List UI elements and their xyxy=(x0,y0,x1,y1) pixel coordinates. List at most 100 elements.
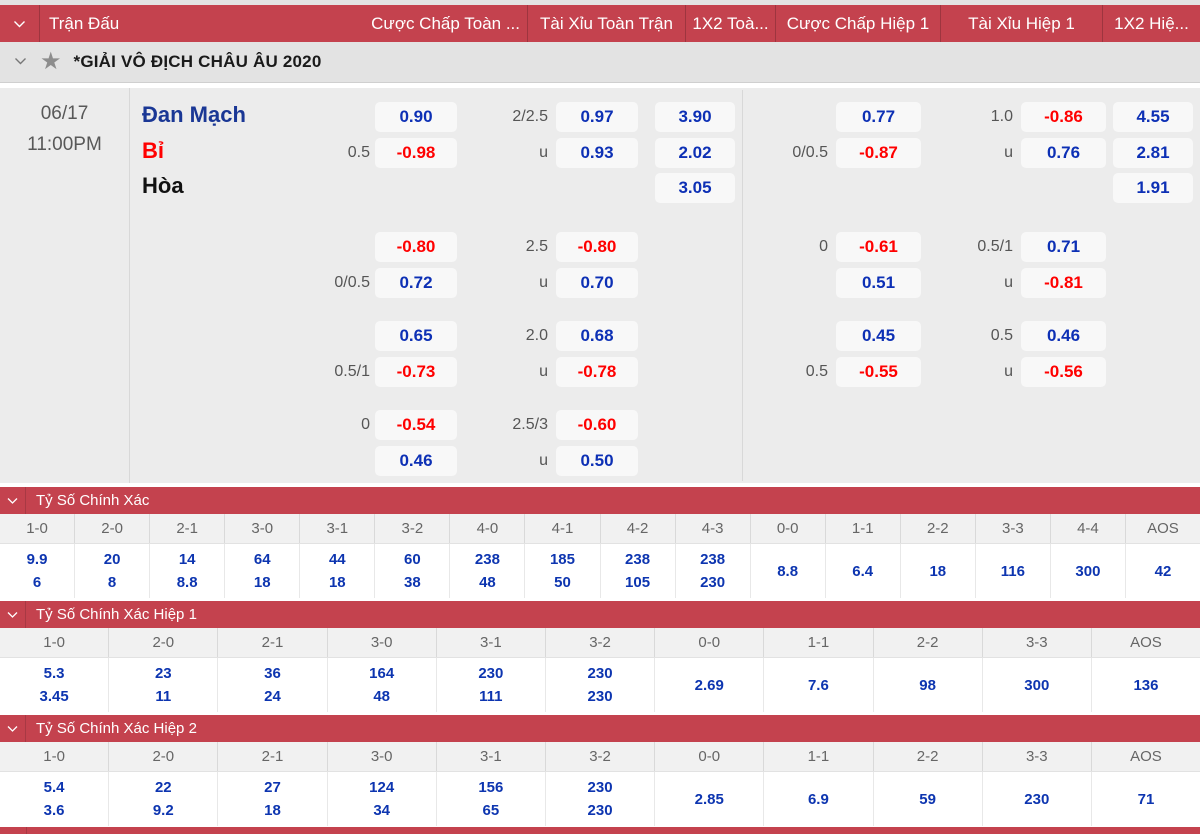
score-odds-cell[interactable]: 124 34 xyxy=(328,772,437,826)
score-odds-cell[interactable]: 14 8.8 xyxy=(150,544,226,598)
score-odds-cell[interactable]: 238 230 xyxy=(676,544,751,598)
score-odds-cell[interactable]: 64 18 xyxy=(225,544,301,598)
h1_ou-handicap-label: 0.5/1 xyxy=(977,238,1013,255)
h1_ou-odds-value[interactable]: 0.46 xyxy=(1021,321,1106,351)
ft_1x2-odds-value[interactable]: 3.90 xyxy=(655,102,735,132)
ft_hdp-odds-value[interactable]: -0.80 xyxy=(375,232,457,262)
score-odds-cell[interactable]: 238 105 xyxy=(601,544,676,598)
ft_1x2-odds-value[interactable]: 3.05 xyxy=(655,173,735,203)
score-odds-value: 6 xyxy=(32,574,42,592)
score-odds-cell[interactable]: 5.4 3.6 xyxy=(0,772,110,826)
score-odds-cell[interactable]: 230 111 xyxy=(437,658,546,712)
ft_ou-odds-value[interactable]: 0.68 xyxy=(556,321,638,351)
score-odds-cell[interactable]: 23 11 xyxy=(109,658,219,712)
h1_hdp-odds-value[interactable]: 0.77 xyxy=(836,102,921,132)
score-odds-cell[interactable]: 6.4 xyxy=(826,544,901,598)
ft_hdp-odds-value[interactable]: -0.73 xyxy=(375,357,457,387)
score-odds-cell[interactable]: 164 48 xyxy=(328,658,437,712)
score-odds-cell[interactable]: 36 24 xyxy=(218,658,328,712)
score-odds-cell[interactable]: 8.8 xyxy=(751,544,826,598)
score-odds-cell[interactable]: 27 18 xyxy=(218,772,328,826)
h1_hdp-odds-value[interactable]: 0.51 xyxy=(836,268,921,298)
score-odds-cell[interactable]: 136 xyxy=(1092,658,1200,712)
h1_1x2-odds-value[interactable]: 4.55 xyxy=(1113,102,1193,132)
ft_hdp-odds-value[interactable]: 0.46 xyxy=(375,446,457,476)
score-odds-cell[interactable]: 230 230 xyxy=(546,772,656,826)
h1_ou-odds-value[interactable]: 0.76 xyxy=(1021,138,1106,168)
h1_hdp-odds-value[interactable]: -0.55 xyxy=(836,357,921,387)
score-odds-value: 2.69 xyxy=(694,676,724,694)
score-odds-cell[interactable]: 230 230 xyxy=(546,658,656,712)
score-odds-cell[interactable]: 300 xyxy=(1051,544,1126,598)
ft_ou-odds-value[interactable]: 0.50 xyxy=(556,446,638,476)
h1_ou-odds-value[interactable]: 0.71 xyxy=(1021,232,1106,262)
score-odds-value: 64 xyxy=(253,550,271,568)
section-collapse-chevron[interactable] xyxy=(0,601,26,628)
score-odds-cell[interactable]: 6.9 xyxy=(764,772,874,826)
score-odds-cell[interactable]: 9.9 6 xyxy=(0,544,76,598)
ft_ou-odds-value[interactable]: 0.70 xyxy=(556,268,638,298)
score-odds-value: 185 xyxy=(549,550,575,568)
score-odds-value: 42 xyxy=(1154,562,1172,580)
h1_hdp-odds-value[interactable]: -0.61 xyxy=(836,232,921,262)
ft_hdp-odds-value[interactable]: -0.54 xyxy=(375,410,457,440)
ft_ou-odds-value[interactable]: -0.78 xyxy=(556,357,638,387)
h1_ou-odds-value[interactable]: -0.56 xyxy=(1021,357,1106,387)
ft_hdp-odds-value[interactable]: 0.65 xyxy=(375,321,457,351)
ft_hdp-odds-value[interactable]: -0.98 xyxy=(375,138,457,168)
league-row: ★ *GIẢI VÔ ĐỊCH CHÂU ÂU 2020 xyxy=(0,42,1200,83)
score-odds-cell[interactable]: 42 xyxy=(1126,544,1200,598)
score-odds-value: 18 xyxy=(328,574,346,592)
score-odds-cell[interactable]: 18 xyxy=(901,544,976,598)
score-odds-value: 8 xyxy=(107,574,117,592)
section-header: Tỷ Số Chính Xác xyxy=(0,487,1200,514)
score-odds-cell[interactable]: 156 65 xyxy=(437,772,546,826)
score-odds-cell[interactable]: 300 xyxy=(983,658,1092,712)
score-odds-cell[interactable]: 71 xyxy=(1092,772,1200,826)
section-collapse-chevron[interactable] xyxy=(0,715,26,742)
h1_hdp-odds-value[interactable]: -0.87 xyxy=(836,138,921,168)
ft_ou-odds-value[interactable]: -0.60 xyxy=(556,410,638,440)
ft_ou-odds-value[interactable]: 0.97 xyxy=(556,102,638,132)
score-odds-cell[interactable]: 116 xyxy=(976,544,1051,598)
section-collapse-chevron[interactable] xyxy=(0,487,26,514)
score-odds-cell[interactable]: 7.6 xyxy=(764,658,874,712)
section-title: Tỷ Số Chính Xác Hiệp 1 xyxy=(36,606,197,623)
ft_hdp-odds-value[interactable]: 0.72 xyxy=(375,268,457,298)
ft_ou-odds-value[interactable]: -0.80 xyxy=(556,232,638,262)
h1_1x2-odds-value[interactable]: 2.81 xyxy=(1113,138,1193,168)
ft_hdp-odds-value[interactable]: 0.90 xyxy=(375,102,457,132)
score-column-label: 2-2 xyxy=(874,742,983,771)
score-odds-cell[interactable]: 2.85 xyxy=(655,772,765,826)
score-odds-cell[interactable]: 230 xyxy=(983,772,1092,826)
score-column-headers: 1-0 2-0 2-1 3-0 3-1 3-2 0-0 1-1 2-2 3-3 AOS xyxy=(0,628,1200,658)
league-collapse-chevron[interactable] xyxy=(0,53,40,71)
header-col-h1-overunder: Tài Xỉu Hiệp 1 xyxy=(941,5,1103,42)
ft_ou-odds-value[interactable]: 0.93 xyxy=(556,138,638,168)
score-odds-value: 48 xyxy=(479,574,496,592)
score-odds-cell[interactable]: 2.69 xyxy=(655,658,765,712)
score-odds-cell[interactable]: 185 50 xyxy=(525,544,601,598)
score-odds-cell[interactable]: 22 9.2 xyxy=(109,772,219,826)
score-odds-cell[interactable]: 60 38 xyxy=(375,544,451,598)
h1_ou-odds-value[interactable]: -0.86 xyxy=(1021,102,1106,132)
score-column-label: 4-0 xyxy=(450,514,526,543)
h1_hdp-odds-value[interactable]: 0.45 xyxy=(836,321,921,351)
header-collapse-chevron[interactable] xyxy=(0,5,40,42)
ft_1x2-odds-value[interactable]: 2.02 xyxy=(655,138,735,168)
score-odds-cell[interactable]: 5.3 3.45 xyxy=(0,658,110,712)
h1_1x2-odds-value[interactable]: 1.91 xyxy=(1113,173,1193,203)
chevron-down-icon xyxy=(7,606,18,624)
star-favorite-icon[interactable]: ★ xyxy=(40,48,62,75)
score-odds-value: 3.45 xyxy=(39,688,69,706)
score-odds-value: 11 xyxy=(155,688,172,706)
score-odds-cell[interactable]: 59 xyxy=(874,772,983,826)
score-column-label: 3-1 xyxy=(300,514,376,543)
score-odds-cell[interactable]: 44 18 xyxy=(300,544,376,598)
section-divider xyxy=(742,90,743,481)
score-odds-cell[interactable]: 98 xyxy=(874,658,983,712)
section-header: Tỷ Số Chính Xác Hiệp 1 xyxy=(0,601,1200,628)
score-odds-cell[interactable]: 238 48 xyxy=(450,544,526,598)
score-odds-cell[interactable]: 20 8 xyxy=(75,544,151,598)
h1_ou-odds-value[interactable]: -0.81 xyxy=(1021,268,1106,298)
